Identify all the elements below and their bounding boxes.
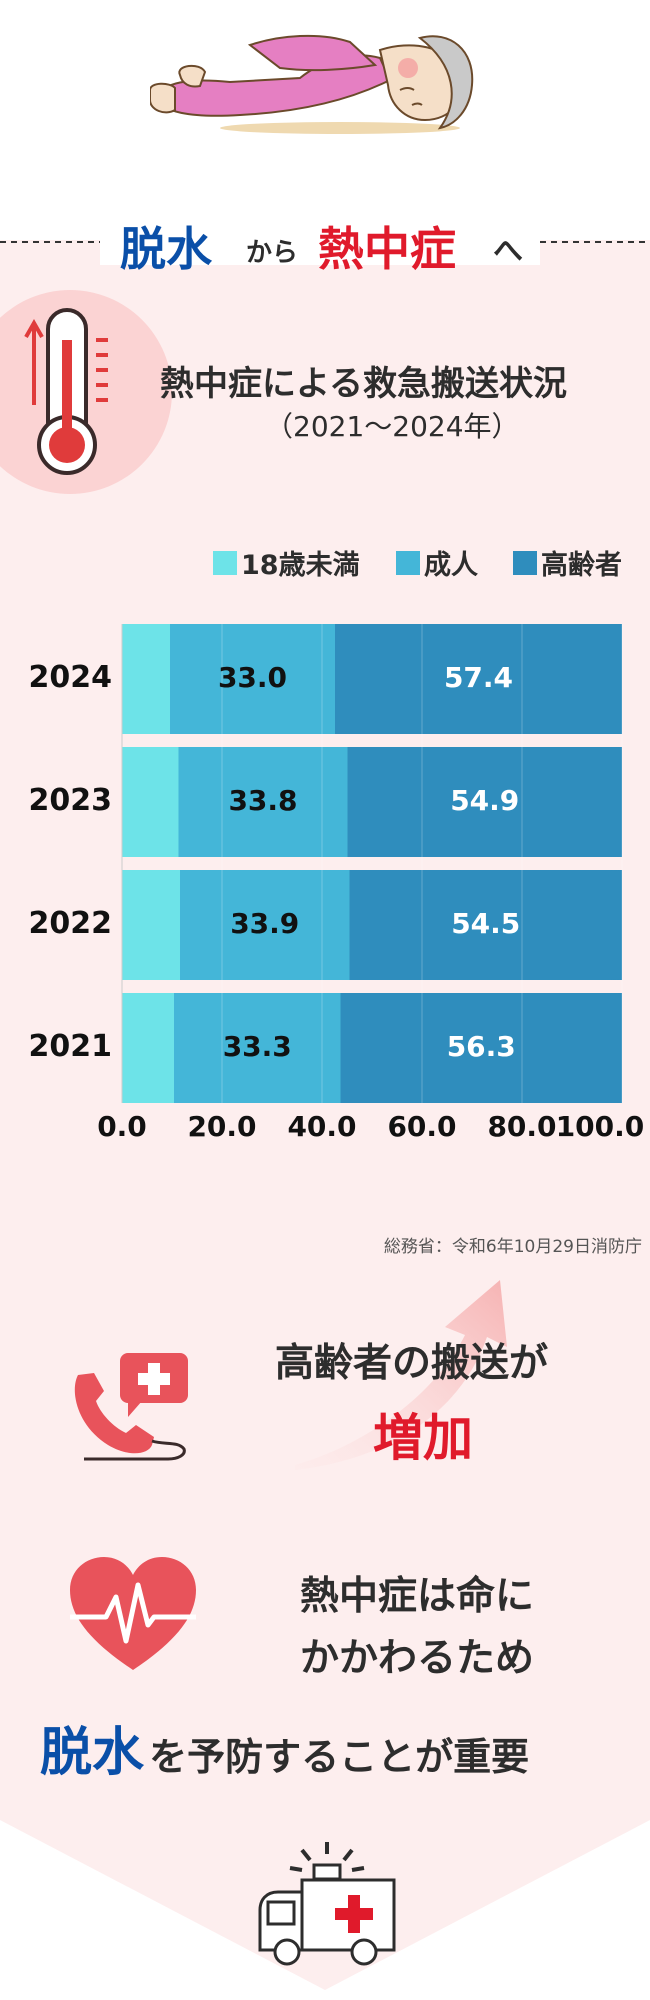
point1-line1: 高齢者の搬送が: [275, 1341, 549, 1386]
chart-title: 熱中症による救急搬送状況: [160, 364, 567, 404]
header-heatstroke: 熱中症: [318, 222, 456, 276]
header-to: へ: [493, 234, 523, 269]
heart-pulse-icon: [70, 1557, 196, 1670]
conclusion-highlight: 脱水: [40, 1723, 145, 1783]
header-from: から: [246, 238, 299, 268]
thermometer-icon: [0, 290, 172, 494]
conclusion: 脱水 を予防することが重要: [40, 1710, 529, 1785]
legend-label-adult: 成人: [424, 550, 478, 581]
point2-line2: かかわるため: [300, 1636, 535, 1681]
legend-item-elderly: 高齢者: [513, 543, 622, 582]
legend-swatch-adult: [396, 550, 420, 575]
upward-arrow-icon: [295, 1280, 507, 1470]
chart-subtitle: （2021〜2024年）: [265, 410, 520, 443]
header-dehydration: 脱水: [120, 222, 212, 276]
point2-line1: 熱中症は命に: [300, 1574, 535, 1619]
legend-item-under18: 18歳未満: [213, 543, 360, 582]
legend-swatch-under18: [213, 550, 237, 575]
legend-swatch-elderly: [513, 550, 537, 575]
phone-medical-icon: [74, 1353, 188, 1461]
source-note: 総務省：令和6年10月29日消防庁: [383, 1237, 642, 1257]
lying-person-illustration: [150, 34, 474, 134]
conclusion-rest: を予防することが重要: [149, 1735, 530, 1779]
legend-label-elderly: 高齢者: [541, 550, 622, 581]
legend-item-adult: 成人: [396, 543, 478, 582]
ambulance-icon: [258, 1842, 396, 1966]
legend-label-under18: 18歳未満: [241, 550, 360, 581]
point1-increase: 増加: [373, 1409, 473, 1467]
